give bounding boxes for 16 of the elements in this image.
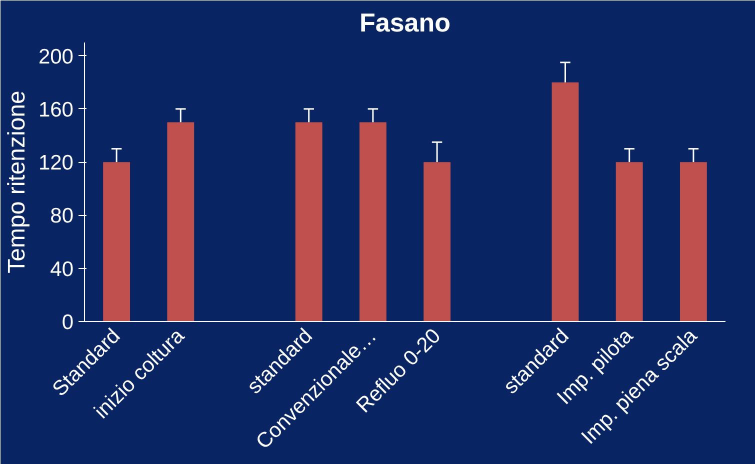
bar: [167, 122, 194, 322]
bar: [552, 82, 579, 322]
y-tick-label: 120: [38, 152, 74, 175]
y-axis-title: Tempo ritenzione: [3, 90, 30, 274]
chart-title: Fasano: [359, 8, 451, 38]
y-tick-label: 80: [50, 204, 74, 228]
y-tick-label: 40: [50, 258, 74, 281]
bar: [424, 162, 451, 322]
bar: [359, 122, 386, 322]
y-tick-label: 160: [38, 98, 74, 122]
bar: [680, 162, 707, 322]
y-tick-label: 0: [62, 311, 74, 334]
bar: [103, 162, 130, 322]
y-tick-label: 200: [38, 45, 74, 68]
bar: [616, 162, 643, 322]
bar: [295, 122, 322, 322]
